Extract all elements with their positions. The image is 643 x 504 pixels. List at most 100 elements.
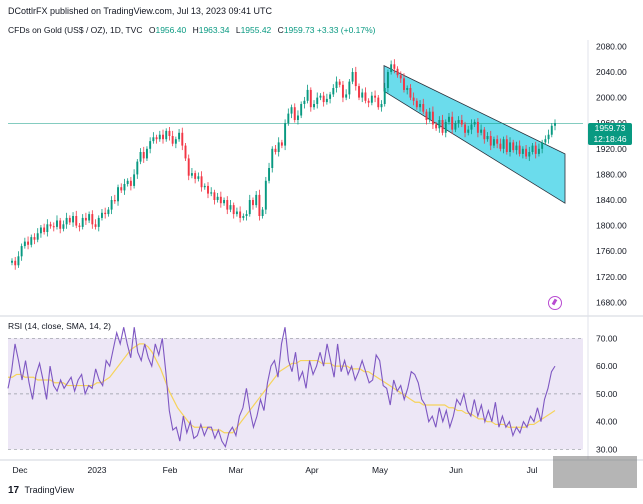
open-value: 1956.40 bbox=[155, 25, 187, 35]
candle-body bbox=[248, 200, 251, 215]
candle-body bbox=[361, 92, 364, 98]
descending-channel bbox=[383, 64, 566, 204]
candle-body bbox=[81, 217, 84, 227]
candle-body bbox=[367, 100, 370, 103]
candle-body bbox=[280, 142, 283, 146]
candle-body bbox=[313, 104, 315, 108]
candle-body bbox=[155, 137, 158, 140]
candle-body bbox=[68, 217, 71, 223]
candle-body bbox=[428, 111, 431, 120]
candle-body bbox=[219, 196, 222, 204]
candle-body bbox=[97, 217, 100, 227]
candle-body bbox=[306, 89, 309, 101]
candle-body bbox=[242, 216, 245, 218]
candle-body bbox=[23, 241, 26, 247]
price-tick-label: 1720.00 bbox=[596, 272, 627, 282]
candle-body bbox=[374, 95, 377, 98]
candle-body bbox=[27, 241, 30, 245]
candle-body bbox=[123, 184, 126, 191]
candle-body bbox=[232, 205, 235, 215]
candle-body bbox=[49, 224, 52, 227]
candle-body bbox=[419, 104, 422, 108]
candle-body bbox=[36, 233, 39, 240]
candle-body bbox=[187, 158, 190, 176]
candle-body bbox=[486, 136, 489, 140]
candle-body bbox=[329, 94, 332, 99]
candle-body bbox=[261, 209, 264, 216]
x-tick-label: Jun bbox=[449, 465, 463, 475]
candle-body bbox=[255, 194, 258, 206]
candle-body bbox=[354, 72, 357, 87]
candle-body bbox=[364, 92, 367, 101]
candle-body bbox=[84, 217, 87, 221]
candle-body bbox=[448, 116, 450, 122]
candle-body bbox=[338, 81, 341, 85]
candle-body bbox=[287, 113, 290, 124]
candle-body bbox=[406, 88, 409, 90]
candle-body bbox=[94, 224, 97, 227]
candle-body bbox=[380, 104, 383, 108]
candle-body bbox=[319, 95, 322, 98]
candle-body bbox=[284, 123, 287, 146]
candle-body bbox=[113, 200, 116, 202]
candle-body bbox=[91, 214, 94, 225]
candle-body bbox=[174, 139, 177, 144]
candle-body bbox=[412, 97, 415, 101]
candle-body bbox=[525, 148, 528, 157]
candle-body bbox=[460, 120, 463, 125]
candle-body bbox=[480, 129, 483, 133]
candle-body bbox=[509, 142, 511, 152]
price-tick-label: 1880.00 bbox=[596, 169, 627, 179]
price-tick-label: 2040.00 bbox=[596, 67, 627, 77]
rsi-ma-line bbox=[8, 343, 556, 434]
candle-body bbox=[454, 123, 457, 130]
candle-body bbox=[335, 81, 338, 88]
price-tick-label: 2000.00 bbox=[596, 93, 627, 103]
candle-body bbox=[444, 121, 447, 133]
candle-body bbox=[104, 212, 107, 215]
candle-body bbox=[184, 145, 187, 159]
candle-body bbox=[178, 132, 181, 140]
candle-body bbox=[332, 88, 335, 95]
candle-body bbox=[197, 176, 200, 179]
candle-body bbox=[117, 187, 119, 202]
candle-body bbox=[126, 180, 129, 184]
candle-body bbox=[464, 124, 466, 133]
rsi-tick-label: 50.00 bbox=[596, 389, 618, 399]
candle-body bbox=[451, 116, 454, 130]
candle-body bbox=[229, 205, 232, 210]
candle-body bbox=[396, 68, 399, 76]
candle-body bbox=[345, 94, 348, 98]
x-tick-label: 2023 bbox=[88, 465, 107, 475]
candle-body bbox=[296, 115, 299, 120]
candle-body bbox=[43, 227, 46, 232]
candle-body bbox=[537, 148, 540, 154]
rsi-band bbox=[8, 338, 583, 450]
x-tick-label: Jul bbox=[527, 465, 538, 475]
x-tick-label: May bbox=[372, 465, 389, 475]
candle-body bbox=[56, 220, 58, 227]
high-label: H bbox=[192, 25, 199, 35]
footer: 17 TradingView bbox=[8, 485, 74, 496]
candle-body bbox=[120, 187, 123, 191]
candle-body bbox=[168, 130, 171, 136]
candle-body bbox=[358, 86, 360, 98]
candle-body bbox=[110, 200, 113, 210]
candle-body bbox=[59, 220, 62, 229]
x-tick-label: Apr bbox=[305, 465, 318, 475]
candle-body bbox=[425, 111, 428, 120]
candle-body bbox=[512, 142, 515, 151]
replay-icon[interactable] bbox=[548, 296, 562, 310]
price-tick-label: 1920.00 bbox=[596, 144, 627, 154]
candle-body bbox=[515, 145, 518, 151]
candle-body bbox=[226, 200, 229, 210]
high-value: 1963.34 bbox=[198, 25, 230, 35]
bar-countdown: 12:18:46 bbox=[593, 134, 627, 144]
watermark bbox=[553, 456, 637, 488]
candle-body bbox=[499, 143, 502, 149]
candle-body bbox=[528, 152, 531, 157]
candle-body bbox=[216, 196, 219, 200]
symbol-legend: CFDs on Gold (US$ / OZ), 1D, TVC O1956.4… bbox=[8, 25, 376, 35]
candle-body bbox=[11, 260, 13, 263]
